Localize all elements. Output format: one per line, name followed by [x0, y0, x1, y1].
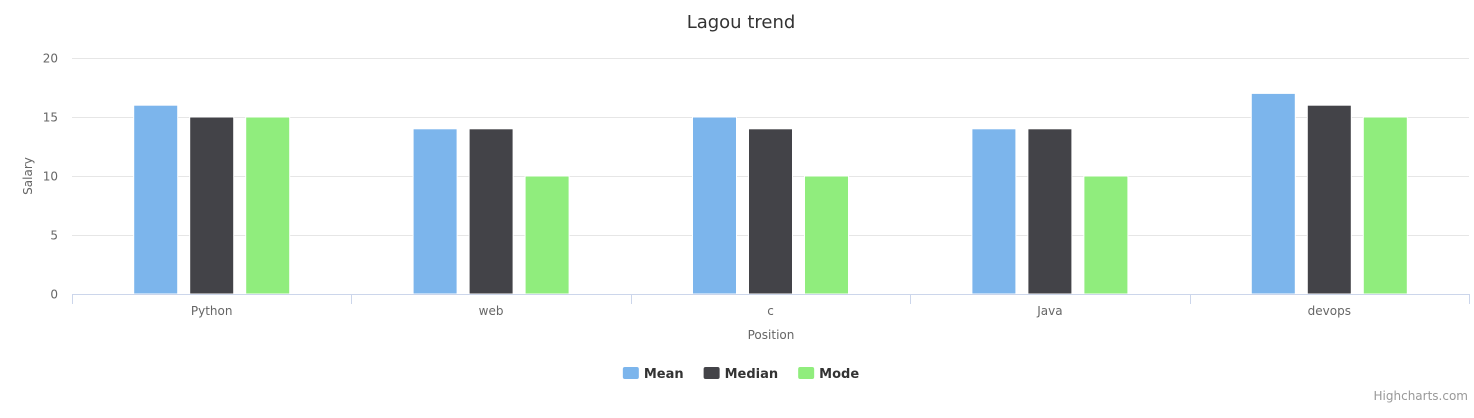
- legend-item-mean[interactable]: Mean: [622, 367, 684, 382]
- legend-item-median[interactable]: Median: [703, 367, 779, 382]
- bar-mode-devops[interactable]: [1362, 116, 1408, 295]
- y-tick-label: 15: [43, 111, 58, 125]
- bar-mean-python[interactable]: [133, 104, 179, 295]
- legend-swatch: [798, 367, 815, 379]
- bar-median-web[interactable]: [468, 128, 514, 295]
- bar-median-python[interactable]: [189, 116, 235, 295]
- bar-mode-python[interactable]: [245, 116, 291, 295]
- legend-swatch: [703, 367, 720, 379]
- credits-link[interactable]: Highcharts.com: [1374, 389, 1468, 403]
- x-tick-label: devops: [1308, 304, 1351, 318]
- y-tick-label: 10: [43, 170, 58, 184]
- x-tick-label: Python: [191, 304, 233, 318]
- x-tick-label: c: [767, 304, 774, 318]
- legend-label: Median: [725, 367, 779, 382]
- bars: [133, 92, 1408, 295]
- y-axis-title: Salary: [21, 157, 35, 195]
- legend: Mean Median Mode: [622, 367, 859, 382]
- y-tick-label: 5: [50, 229, 58, 243]
- chart-title: Lagou trend: [687, 12, 796, 33]
- bar-mean-java[interactable]: [971, 128, 1017, 295]
- bar-mode-java[interactable]: [1083, 175, 1129, 295]
- bar-mode-web[interactable]: [524, 175, 570, 295]
- bar-mode-c[interactable]: [804, 175, 849, 295]
- legend-item-mode[interactable]: Mode: [798, 367, 859, 382]
- axes: 0 5 10 15 20 Python web c Java devops: [43, 52, 1470, 318]
- legend-label: Mean: [644, 367, 684, 382]
- x-axis-title: Position: [748, 328, 795, 342]
- bar-median-java[interactable]: [1027, 128, 1073, 295]
- legend-label: Mode: [819, 367, 859, 382]
- bar-mean-web[interactable]: [412, 128, 458, 295]
- bar-median-devops[interactable]: [1306, 104, 1352, 295]
- bar-mean-c[interactable]: [692, 116, 737, 295]
- x-tick-label: web: [479, 304, 504, 318]
- bar-median-c[interactable]: [748, 128, 793, 295]
- y-tick-label: 20: [43, 52, 58, 66]
- y-tick-label: 0: [50, 288, 58, 302]
- bar-mean-devops[interactable]: [1250, 92, 1296, 295]
- x-tick-label: Java: [1036, 304, 1062, 318]
- legend-swatch: [622, 367, 639, 379]
